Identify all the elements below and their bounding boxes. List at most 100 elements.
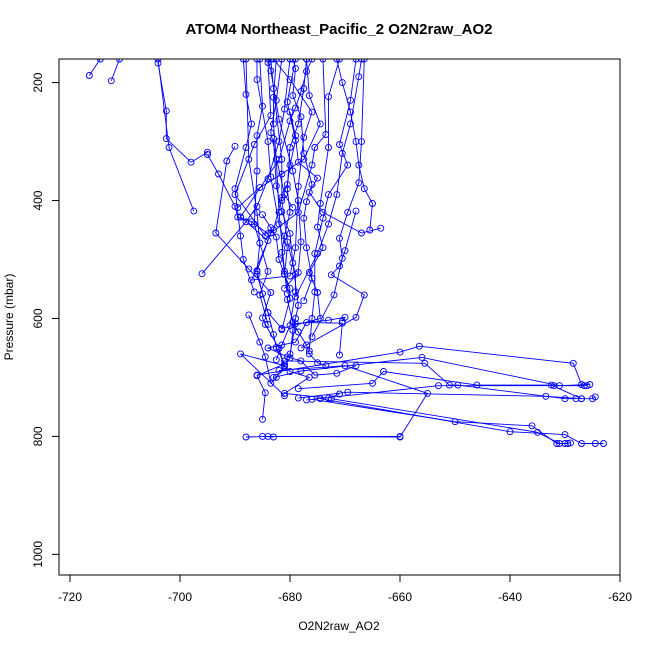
data-point bbox=[369, 379, 376, 387]
data-point bbox=[270, 59, 277, 63]
data-point bbox=[107, 77, 115, 85]
x-tick-label: -640 bbox=[498, 590, 522, 604]
data-point bbox=[506, 428, 514, 436]
data-point bbox=[270, 120, 277, 128]
y-tick-label: 400 bbox=[31, 190, 45, 210]
data-point bbox=[204, 151, 211, 158]
data-point bbox=[333, 59, 341, 63]
data-point bbox=[278, 341, 286, 349]
data-point bbox=[245, 155, 253, 163]
plot-frame bbox=[58, 58, 621, 576]
data-point bbox=[336, 141, 343, 148]
data-point bbox=[272, 356, 280, 364]
data-point bbox=[162, 107, 170, 115]
data-point bbox=[286, 368, 294, 375]
data-point bbox=[270, 330, 277, 338]
data-point bbox=[319, 214, 327, 222]
data-point bbox=[154, 59, 162, 63]
data-point bbox=[358, 229, 365, 237]
data-point bbox=[286, 76, 294, 84]
data-point bbox=[270, 85, 277, 92]
data-point bbox=[360, 185, 368, 193]
data-point bbox=[435, 382, 442, 390]
data-point bbox=[322, 131, 330, 138]
data-point bbox=[286, 117, 294, 125]
data-point bbox=[305, 92, 313, 100]
series-line bbox=[308, 59, 357, 351]
data-point bbox=[534, 428, 541, 436]
data-point bbox=[237, 350, 244, 358]
data-point bbox=[250, 220, 258, 228]
series-line bbox=[256, 59, 340, 330]
data-point bbox=[261, 389, 269, 397]
data-point bbox=[355, 161, 363, 169]
data-point bbox=[272, 155, 280, 163]
y-axis-label: Pressure (mbar) bbox=[2, 274, 16, 361]
data-point bbox=[352, 313, 360, 321]
data-point bbox=[311, 144, 319, 151]
data-point bbox=[242, 59, 250, 63]
data-point bbox=[297, 344, 305, 352]
data-point bbox=[231, 142, 239, 150]
series-line bbox=[284, 360, 576, 400]
data-point bbox=[303, 59, 310, 63]
data-point bbox=[294, 197, 302, 204]
series-line bbox=[320, 398, 604, 444]
data-point bbox=[297, 238, 305, 246]
data-point bbox=[352, 362, 360, 370]
data-point bbox=[281, 362, 288, 370]
data-point bbox=[556, 440, 563, 447]
data-point bbox=[578, 395, 585, 403]
data-point bbox=[272, 233, 280, 241]
data-point bbox=[578, 440, 585, 447]
data-point bbox=[283, 185, 291, 193]
x-tick-label: -700 bbox=[168, 590, 192, 604]
data-point bbox=[292, 293, 299, 301]
x-tick-label: -720 bbox=[58, 590, 82, 604]
data-point bbox=[272, 59, 280, 63]
data-point bbox=[294, 385, 302, 393]
data-point bbox=[308, 315, 316, 322]
data-point bbox=[259, 211, 266, 219]
y-tick-label: 200 bbox=[31, 72, 45, 92]
data-point bbox=[300, 214, 308, 222]
x-tick-label: -620 bbox=[608, 590, 632, 604]
y-axis: 200 400 600 800 1000 bbox=[31, 72, 60, 568]
data-point bbox=[286, 350, 294, 358]
data-point bbox=[415, 342, 423, 350]
data-point bbox=[278, 59, 286, 63]
series-line bbox=[157, 59, 195, 212]
data-point bbox=[325, 220, 332, 228]
data-point bbox=[245, 265, 253, 273]
data-point bbox=[237, 213, 244, 221]
data-point bbox=[360, 291, 368, 299]
data-point bbox=[270, 433, 277, 441]
data-point bbox=[239, 256, 247, 263]
data-point bbox=[591, 393, 599, 401]
series-line bbox=[110, 59, 120, 81]
data-point bbox=[369, 200, 376, 207]
data-point bbox=[396, 348, 404, 356]
data-point bbox=[314, 174, 321, 182]
data-point bbox=[355, 179, 363, 187]
data-point bbox=[253, 371, 261, 379]
data-point bbox=[259, 314, 266, 322]
data-point bbox=[421, 359, 429, 367]
data-point bbox=[380, 368, 387, 375]
data-point bbox=[325, 191, 332, 199]
data-point bbox=[259, 415, 266, 423]
data-point bbox=[261, 320, 269, 328]
series-line bbox=[253, 59, 269, 325]
data-point bbox=[333, 369, 341, 377]
data-point bbox=[278, 155, 286, 163]
data-point bbox=[292, 244, 299, 252]
data-point bbox=[162, 135, 170, 143]
data-point bbox=[165, 144, 173, 151]
series-line bbox=[273, 59, 291, 330]
data-point bbox=[305, 188, 313, 196]
data-point bbox=[223, 157, 231, 165]
series-line bbox=[331, 398, 571, 444]
data-point bbox=[303, 244, 310, 252]
data-point bbox=[358, 59, 365, 63]
series-line bbox=[234, 59, 255, 293]
